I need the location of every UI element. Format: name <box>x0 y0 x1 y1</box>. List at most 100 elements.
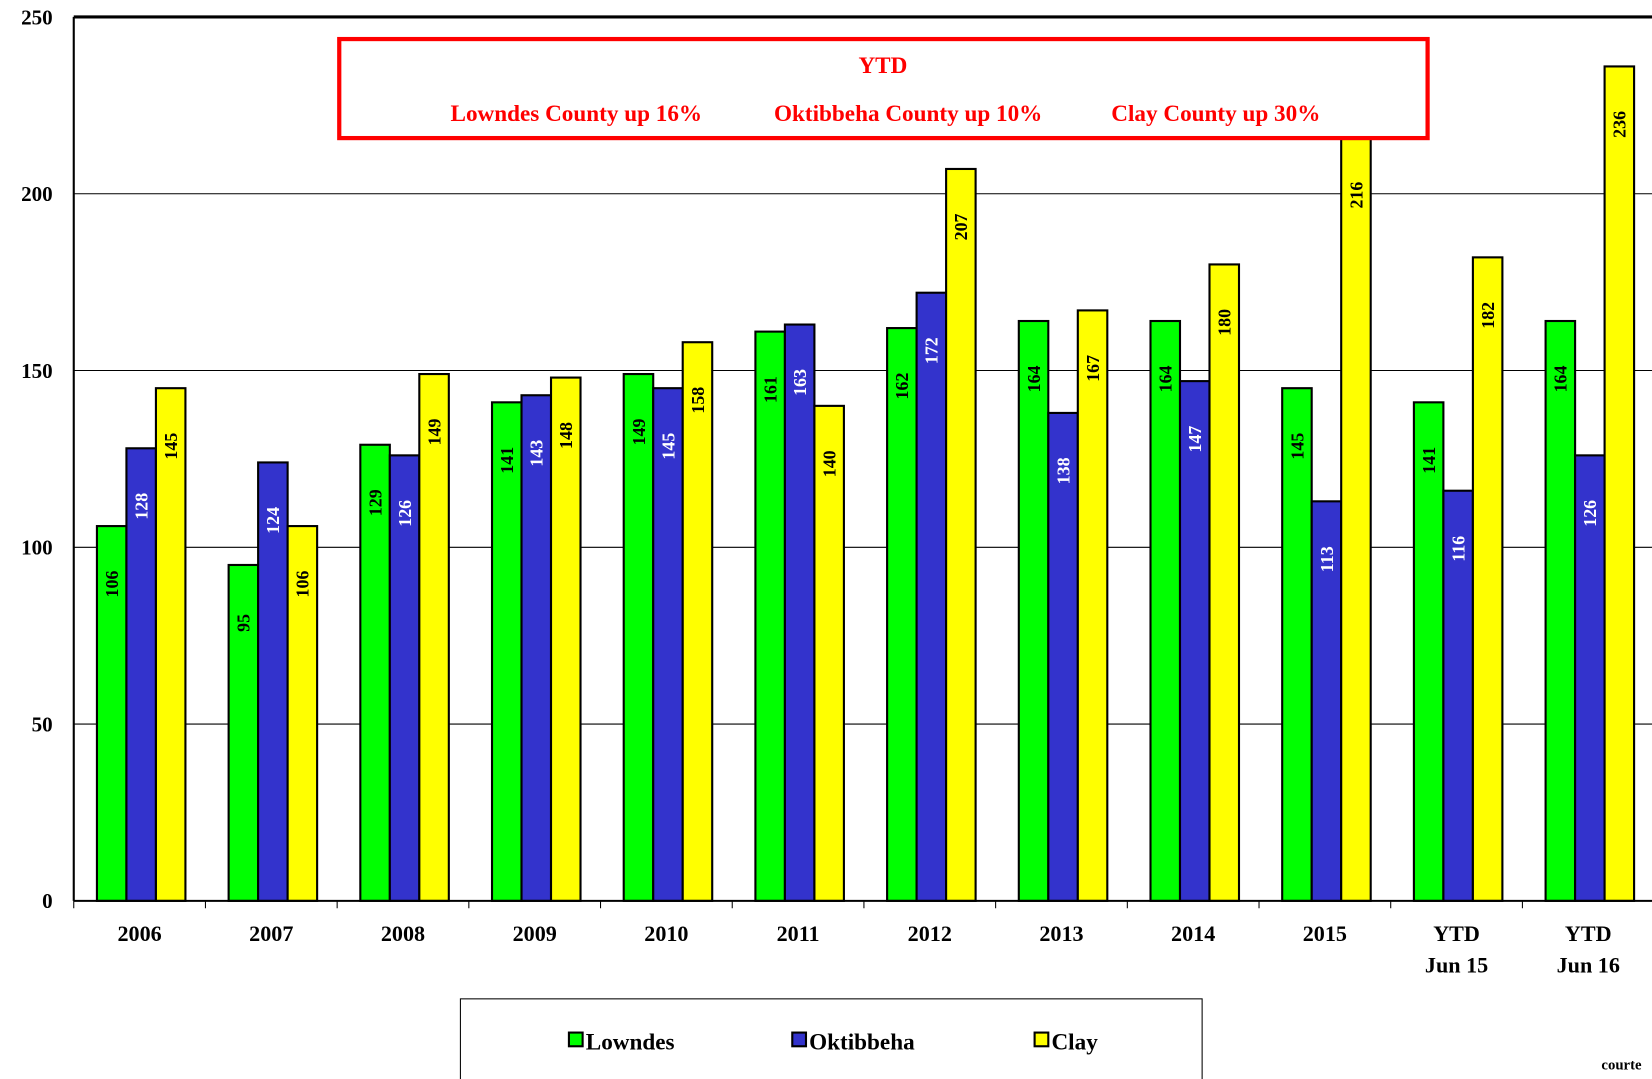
bar <box>915 291 948 902</box>
value-label: 138 <box>1053 457 1073 484</box>
bar <box>154 387 187 902</box>
bar <box>1471 256 1504 902</box>
value-label: 113 <box>1317 546 1337 572</box>
bar <box>652 387 684 902</box>
bar <box>681 341 714 902</box>
value-label: 149 <box>629 419 649 446</box>
x-tick-label: 2010 <box>644 921 688 946</box>
value-label: 145 <box>1287 433 1307 460</box>
value-label: 147 <box>1185 426 1205 453</box>
value-label: 236 <box>1610 111 1630 138</box>
bar <box>1412 401 1445 902</box>
value-label: 163 <box>790 369 810 396</box>
value-label: 106 <box>102 571 122 598</box>
bar <box>1603 65 1636 902</box>
x-tick-label: 2015 <box>1303 921 1347 946</box>
x-tick-label: 2013 <box>1039 921 1083 946</box>
annotation-title: YTD <box>858 53 907 79</box>
y-tick-label: 50 <box>32 712 53 736</box>
value-label: 149 <box>424 419 444 446</box>
bar <box>622 372 655 902</box>
bar <box>1149 319 1182 902</box>
value-label: 164 <box>1156 365 1176 392</box>
value-label: 164 <box>1024 365 1044 392</box>
value-label: 164 <box>1551 365 1571 392</box>
y-tick-label: 150 <box>21 359 53 383</box>
legend-swatch <box>791 1031 808 1048</box>
value-label: 180 <box>1215 309 1235 336</box>
value-label: 126 <box>395 500 415 527</box>
value-label: 145 <box>161 433 181 460</box>
value-label: 145 <box>658 433 678 460</box>
value-label: 143 <box>527 440 547 467</box>
bar <box>1178 380 1211 902</box>
x-tick-label: 2009 <box>513 921 557 946</box>
bar <box>520 394 553 902</box>
value-label: 162 <box>892 373 912 400</box>
value-label: 140 <box>819 450 839 477</box>
value-label: 141 <box>497 447 517 474</box>
bar <box>286 525 319 902</box>
x-tick-label: 2006 <box>117 921 161 946</box>
x-tick-label: YTD Jun 16 <box>1557 921 1620 978</box>
annotation-item: Lowndes County up 16% <box>451 101 703 127</box>
bar <box>1544 319 1577 902</box>
legend-label: Lowndes <box>586 1029 675 1055</box>
bar <box>490 401 523 902</box>
bar <box>1017 319 1050 902</box>
bar <box>1208 263 1241 902</box>
y-tick-label: 250 <box>21 5 53 29</box>
bar <box>783 323 816 902</box>
value-label: 95 <box>234 614 254 632</box>
x-tick-label: 2008 <box>381 921 425 946</box>
bar <box>388 454 421 902</box>
bar <box>549 376 582 902</box>
value-label: 216 <box>1346 182 1366 209</box>
bar <box>1281 387 1313 902</box>
value-label: 116 <box>1448 536 1468 562</box>
value-label: 141 <box>1419 447 1439 474</box>
value-label: 106 <box>293 571 313 598</box>
value-label: 167 <box>1083 355 1103 382</box>
value-label: 158 <box>688 387 708 414</box>
bar <box>359 443 391 902</box>
legend-swatch <box>1033 1031 1050 1048</box>
bar <box>1340 136 1372 902</box>
annotation-item: Clay County up 30% <box>1111 101 1320 127</box>
value-label: 161 <box>760 376 780 403</box>
value-label: 182 <box>1478 302 1498 329</box>
y-tick-label: 100 <box>21 536 53 560</box>
value-label: 124 <box>263 507 283 534</box>
value-label: 128 <box>132 493 152 520</box>
value-label: 207 <box>951 213 971 240</box>
legend-swatch <box>567 1031 584 1048</box>
annotation-item: Oktibbeha County up 10% <box>774 101 1042 127</box>
legend-label: Clay <box>1051 1029 1098 1055</box>
bar <box>886 327 918 902</box>
value-label: 148 <box>556 422 576 449</box>
bar <box>257 461 289 902</box>
bar <box>813 404 845 902</box>
y-tick-label: 0 <box>42 889 53 913</box>
x-tick-label: 2011 <box>777 921 820 946</box>
annotation-box <box>337 36 1430 141</box>
x-tick-label: YTD Jun 15 <box>1425 921 1488 978</box>
bar <box>754 330 786 902</box>
value-label: 172 <box>922 337 942 364</box>
bar <box>1076 309 1109 902</box>
bar <box>1047 411 1079 902</box>
legend-box <box>459 998 1203 1079</box>
value-label: 126 <box>1580 500 1600 527</box>
legend-label: Oktibbeha <box>809 1029 915 1055</box>
value-label: 129 <box>365 489 385 516</box>
bar <box>418 372 450 902</box>
bar <box>945 167 977 902</box>
x-tick-label: 2007 <box>249 921 293 946</box>
bar <box>227 563 260 902</box>
x-tick-label: 2012 <box>908 921 952 946</box>
source-note: courte <box>1601 1057 1642 1073</box>
x-tick-label: 2014 <box>1171 921 1215 946</box>
y-tick-label: 200 <box>21 182 53 206</box>
